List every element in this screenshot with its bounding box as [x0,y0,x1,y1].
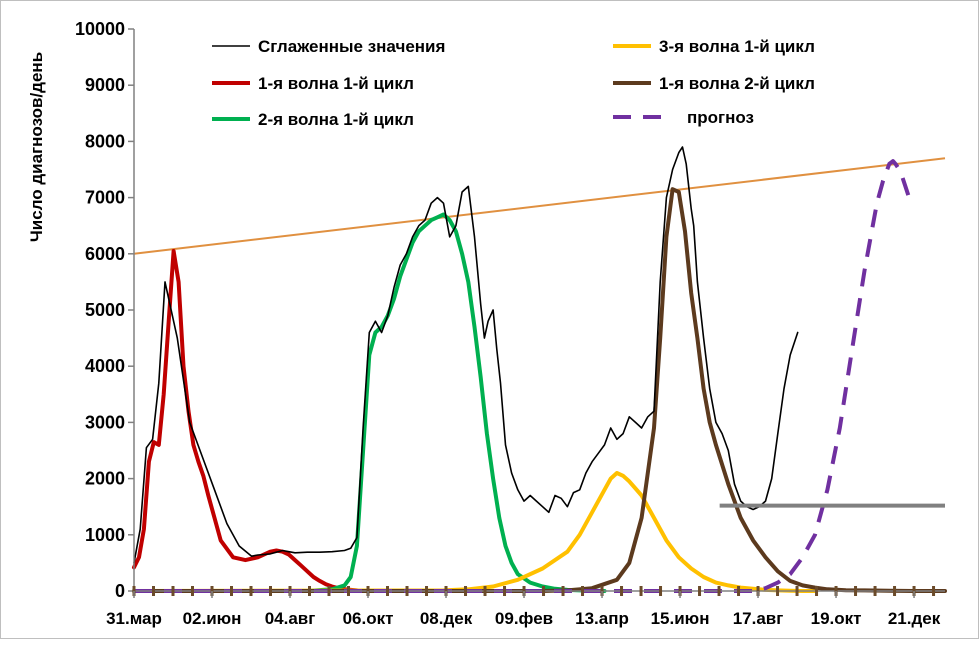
y-tick-label: 7000 [85,188,125,208]
legend-item-3: 3-я волна 1-й цикл [613,37,815,56]
y-tick-label: 4000 [85,356,125,376]
legend-label: прогноз [687,108,754,127]
y-tick-label: 1000 [85,525,125,545]
legend: Сглаженные значения 1-я волна 1-й цикл 2-я… [212,37,815,129]
x-tick-label: 02.июн [183,609,242,628]
legend-item-1: 1-я волна 1-й цикл [212,74,414,93]
x-tick-label: 21.дек [888,609,941,628]
series-0-line [133,146,799,564]
y-axis-label: Число диагнозов/день [27,52,46,242]
series-3-line [132,471,817,593]
x-tick-label: 06.окт [343,609,394,628]
chart-curves [132,146,947,593]
x-tick-label: 17.авг [733,609,784,628]
series-1-line [132,249,359,593]
legend-item-5: прогноз [613,108,754,127]
legend-label: 2-я волна 1-й цикл [258,110,414,129]
y-tick-label: 3000 [85,412,125,432]
legend-item-4: 1-я волна 2-й цикл [613,74,815,93]
x-tick-label: 31.мар [106,609,162,628]
y-tick-label: 5000 [85,300,125,320]
legend-label: 3-я волна 1-й цикл [659,37,815,56]
x-tick-label: 09.фев [495,609,553,628]
legend-item-2: 2-я волна 1-й цикл [212,110,414,129]
series-2-line [132,212,607,593]
chart-axes: 0 1000 2000 3000 4000 5000 6000 7000 8000 9000 100… [75,19,945,628]
y-tick-label: 9000 [85,75,125,95]
x-tick-label: 08.дек [420,609,473,628]
y-tick-label: 6000 [85,244,125,264]
x-tick-label: 15.июн [651,609,710,628]
series-4-line [132,187,947,593]
y-tick-label: 8000 [85,131,125,151]
y-tick-label: 2000 [85,469,125,489]
y-tick-label: 10000 [75,19,125,39]
legend-label: Сглаженные значения [258,37,445,56]
x-tick-label: 19.окт [811,609,862,628]
legend-label: 1-я волна 2-й цикл [659,74,815,93]
x-tick-label: 13.апр [575,609,629,628]
trend-line [133,157,946,255]
y-tick-label: 0 [115,581,125,601]
legend-item-0: Сглаженные значения [212,37,445,56]
x-tick-label: 04.авг [265,609,316,628]
series-5-line [134,159,915,593]
legend-label: 1-я волна 1-й цикл [258,74,414,93]
